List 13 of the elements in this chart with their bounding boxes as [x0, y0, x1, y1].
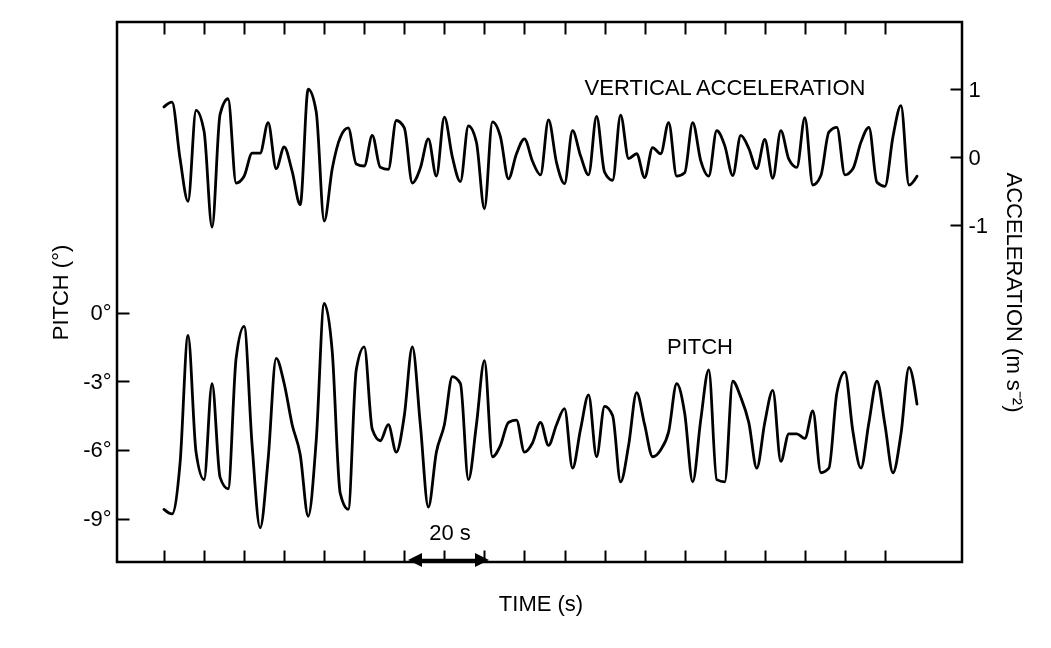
- series-label: VERTICAL ACCELERATION: [584, 75, 866, 100]
- y-tick-label: -6°: [83, 437, 112, 463]
- series-label: PITCH: [667, 334, 733, 359]
- x-axis-title: TIME (s): [498, 590, 584, 616]
- y2-tick-label: 0: [968, 144, 981, 170]
- y-axis-title: PITCH (°): [48, 244, 74, 341]
- y2-axis-title: ACCELERATION (m s⁻²): [1002, 172, 1028, 413]
- y-tick-label: -3°: [83, 368, 112, 394]
- y2-tick-label: 1: [968, 76, 981, 102]
- y-tick-label: -9°: [83, 506, 112, 532]
- annotation: 20 s: [429, 520, 471, 545]
- y-tick-label: 0°: [90, 300, 112, 326]
- y2-tick-label: -1: [968, 212, 989, 238]
